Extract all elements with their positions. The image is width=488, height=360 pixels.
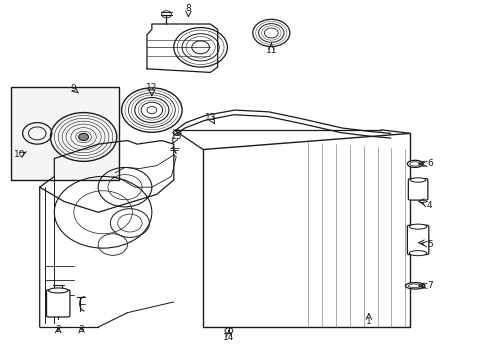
Text: 13: 13 [204,113,216,122]
FancyBboxPatch shape [11,87,119,180]
Text: 5: 5 [426,240,432,249]
Text: 4: 4 [426,201,432,210]
Text: 12: 12 [146,83,157,92]
Text: 1: 1 [365,317,371,326]
FancyBboxPatch shape [407,225,428,255]
Ellipse shape [408,251,426,256]
Ellipse shape [405,283,424,289]
Circle shape [79,134,88,140]
Text: 14: 14 [223,333,234,342]
Text: 15: 15 [170,132,182,141]
Text: 10: 10 [15,150,26,159]
Ellipse shape [48,288,68,293]
Text: 11: 11 [265,46,277,55]
Text: 3: 3 [78,325,84,334]
Text: 2: 2 [55,325,61,334]
Ellipse shape [409,178,425,182]
FancyBboxPatch shape [407,179,427,200]
Text: 7: 7 [426,281,432,290]
Ellipse shape [409,162,420,166]
FancyBboxPatch shape [46,290,70,317]
Text: 6: 6 [426,159,432,168]
Ellipse shape [408,224,426,229]
Ellipse shape [407,284,421,288]
Text: 9: 9 [70,84,76,93]
Ellipse shape [407,160,422,167]
Text: 8: 8 [185,4,191,13]
